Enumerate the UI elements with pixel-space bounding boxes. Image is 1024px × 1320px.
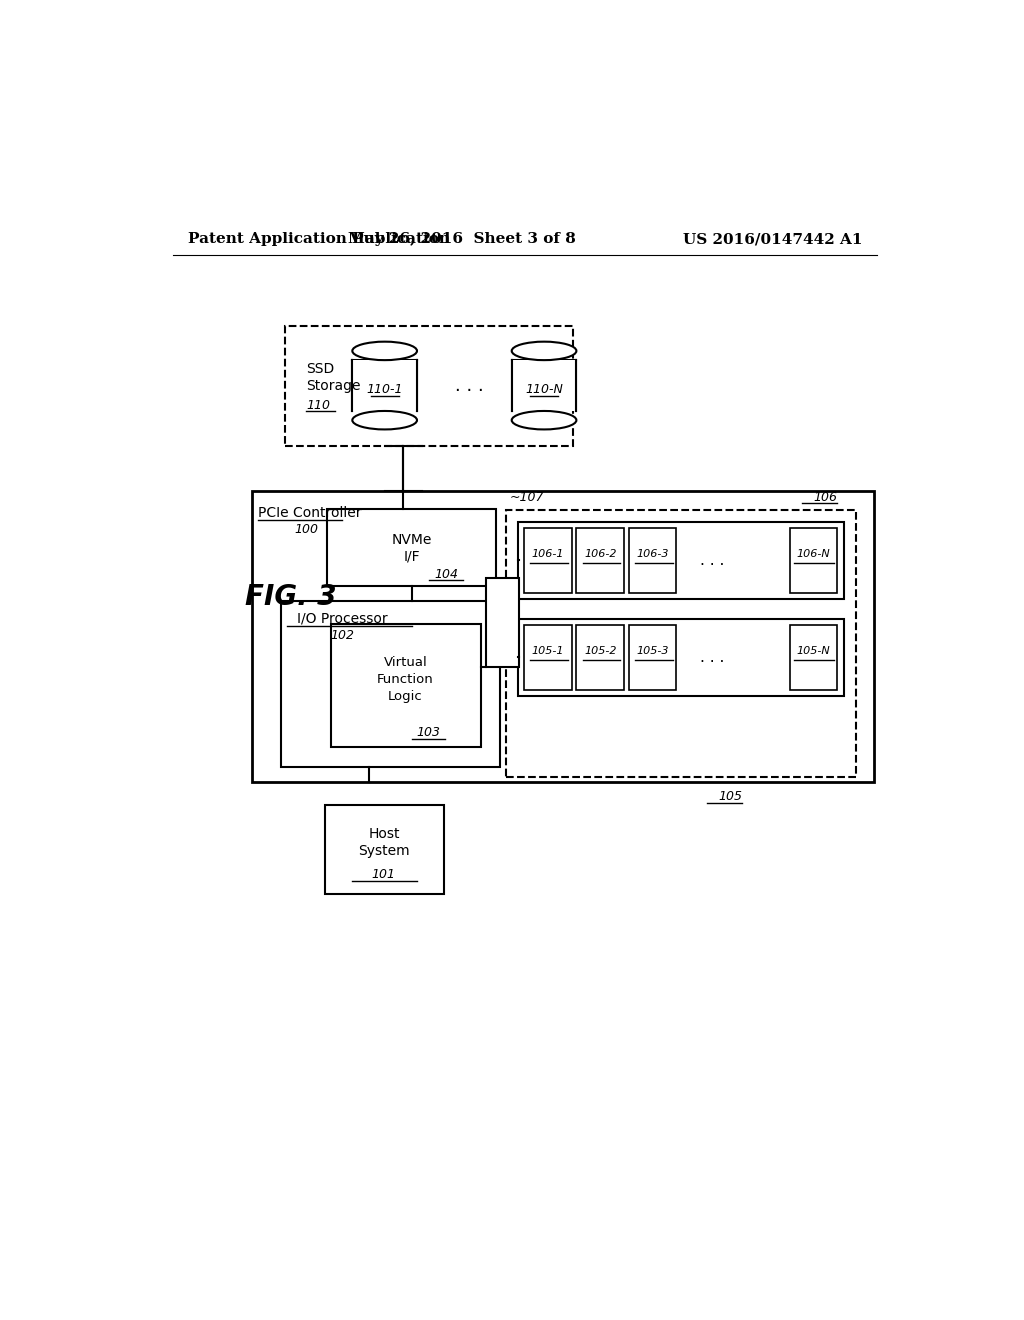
Text: Patent Application Publication: Patent Application Publication: [188, 232, 451, 247]
Bar: [281, 601, 500, 767]
Text: 102: 102: [331, 628, 354, 642]
Ellipse shape: [512, 342, 577, 360]
Text: 105-1: 105-1: [531, 647, 564, 656]
Bar: [252, 491, 874, 781]
Ellipse shape: [512, 411, 577, 429]
Ellipse shape: [352, 342, 417, 360]
Bar: [325, 805, 444, 894]
Text: . . .: . . .: [700, 649, 725, 665]
Text: 105-N: 105-N: [797, 647, 830, 656]
Bar: [629, 626, 677, 689]
Bar: [327, 508, 497, 586]
Text: . . .: . . .: [455, 376, 483, 395]
Text: Logic: Logic: [388, 690, 423, 704]
Bar: [524, 528, 571, 593]
Text: 110-1: 110-1: [367, 383, 402, 396]
Text: 101: 101: [372, 869, 396, 880]
Text: 105: 105: [719, 791, 742, 804]
Text: Host: Host: [369, 828, 399, 841]
Text: 103: 103: [417, 726, 440, 739]
Text: 106-1: 106-1: [531, 549, 564, 560]
Text: 106-2: 106-2: [584, 549, 616, 560]
Bar: [518, 619, 844, 696]
Text: I/O Processor: I/O Processor: [297, 611, 388, 626]
Bar: [577, 528, 625, 593]
Text: FIG. 3: FIG. 3: [245, 583, 336, 611]
Bar: [352, 360, 417, 411]
Bar: [506, 510, 856, 777]
Text: 106-3: 106-3: [636, 549, 669, 560]
Bar: [790, 626, 838, 689]
Bar: [790, 528, 838, 593]
Bar: [524, 626, 571, 689]
Text: PCIe Controller: PCIe Controller: [258, 506, 361, 520]
Text: System: System: [358, 845, 410, 858]
Text: May 26, 2016  Sheet 3 of 8: May 26, 2016 Sheet 3 of 8: [348, 232, 575, 247]
Text: 105-3: 105-3: [636, 647, 669, 656]
Text: 100: 100: [295, 523, 318, 536]
Text: Virtual: Virtual: [384, 656, 427, 669]
Ellipse shape: [352, 411, 417, 429]
Text: Storage: Storage: [306, 379, 360, 393]
Bar: [331, 624, 481, 747]
Bar: [486, 578, 518, 667]
Text: 106: 106: [813, 491, 838, 504]
Text: SSD: SSD: [306, 362, 335, 376]
Text: Function: Function: [377, 673, 434, 686]
Text: 110-N: 110-N: [525, 383, 563, 396]
Text: NVMe: NVMe: [391, 532, 432, 546]
Bar: [512, 360, 577, 411]
Text: 110: 110: [306, 399, 330, 412]
Text: I/F: I/F: [403, 549, 420, 564]
Text: 105-2: 105-2: [584, 647, 616, 656]
Bar: [577, 626, 625, 689]
Text: 104: 104: [434, 568, 459, 581]
Text: ~107: ~107: [509, 491, 544, 504]
Text: 106-N: 106-N: [797, 549, 830, 560]
Text: US 2016/0147442 A1: US 2016/0147442 A1: [683, 232, 862, 247]
Bar: [285, 326, 573, 446]
Text: . . .: . . .: [700, 553, 725, 568]
Bar: [518, 521, 844, 599]
Bar: [629, 528, 677, 593]
